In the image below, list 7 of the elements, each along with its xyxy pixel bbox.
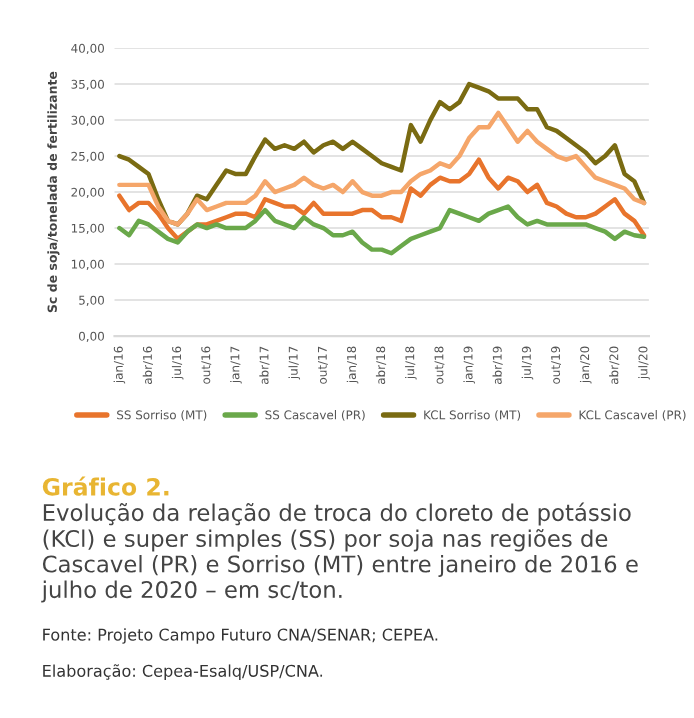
source-note: Fonte: Projeto Campo Futuro CNA/SENAR; CEPEA. [43, 628, 438, 644]
text: Evolução da relação de troca do cloreto de potássio (KCl) e super simples (SS) por soja nas regiões de Cascavel (PR) e Sorriso (MT) entre janeiro de 2016 e julho de 2020 – em sc/ton. [41, 502, 638, 603]
text: Gráfico 2. [42, 476, 169, 496]
line-series [117, 204, 647, 256]
line-series [117, 157, 647, 242]
line-series [117, 110, 647, 227]
text: Elaboração: Cepea-Esalq/USP/CNA. [43, 664, 323, 681]
